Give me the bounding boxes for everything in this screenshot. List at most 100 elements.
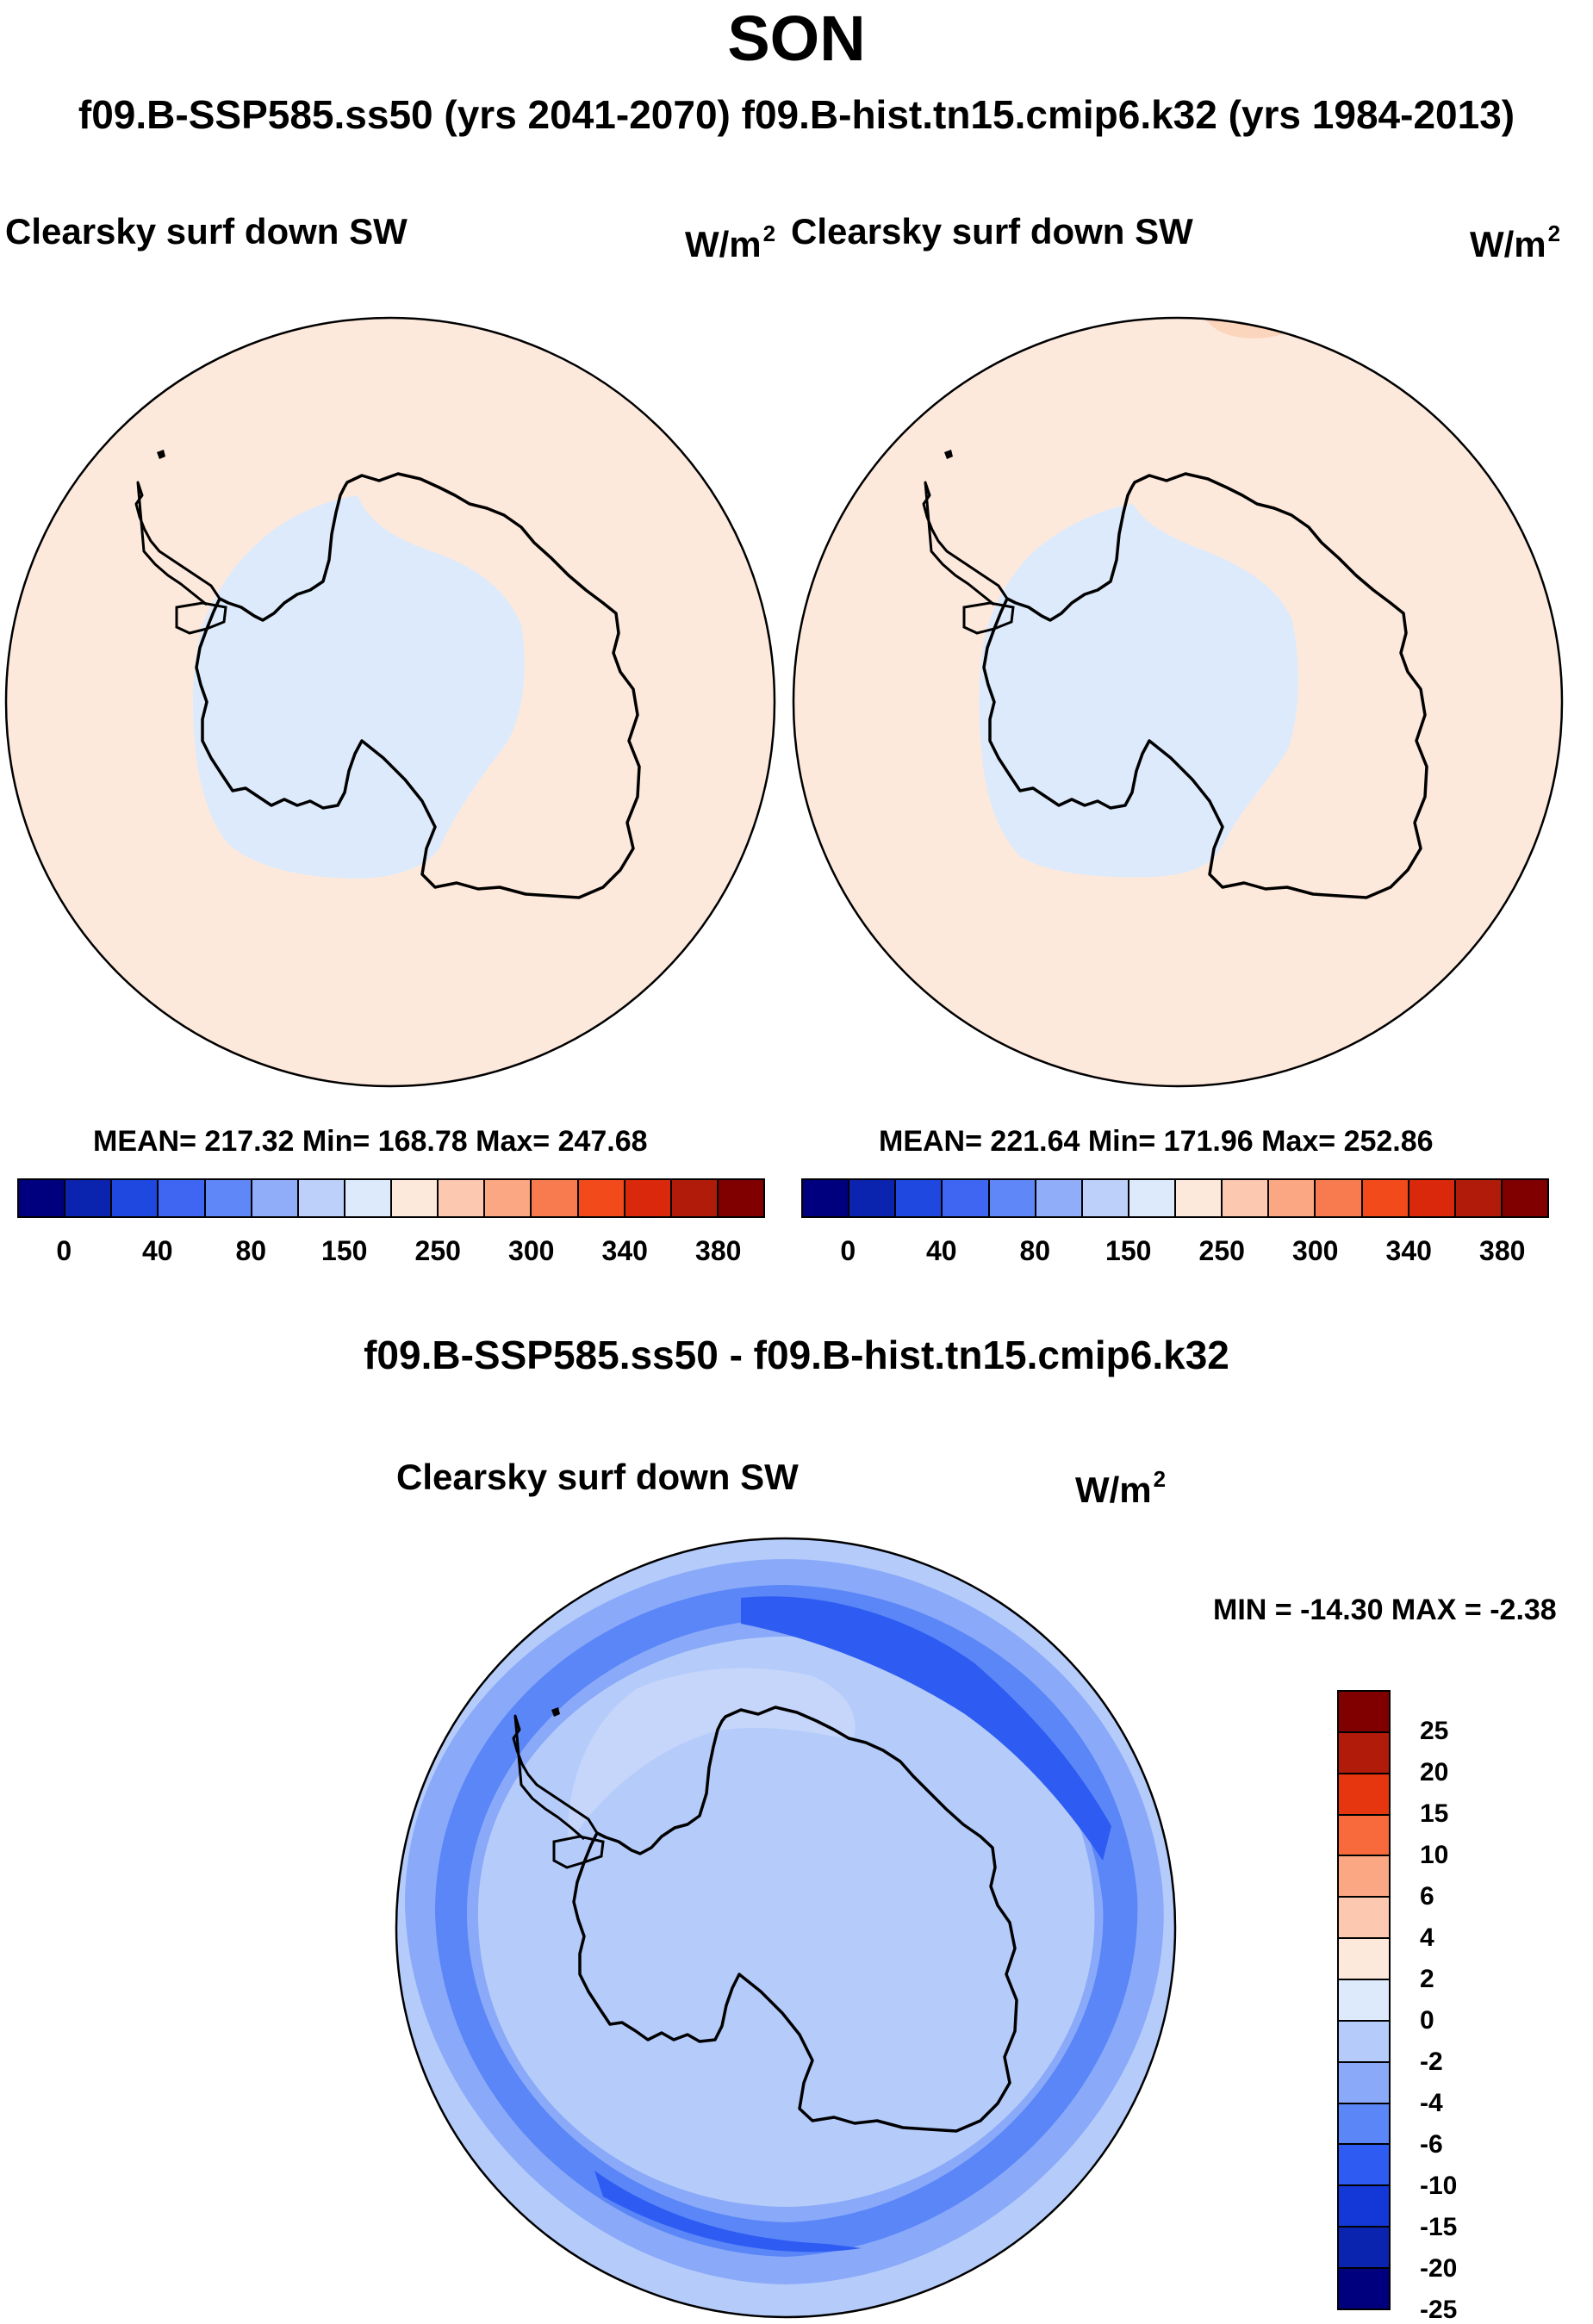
colorbar-swatch xyxy=(1339,2021,1389,2063)
colorbar-swatch xyxy=(1223,1180,1270,1216)
colorbar-swatch xyxy=(1339,1980,1389,2022)
colorbar-tick-label: -15 xyxy=(1420,2213,1458,2241)
colorbar-swatch xyxy=(65,1180,113,1216)
colorbar-swatch xyxy=(1339,1732,1389,1774)
colorbar-tick-label: 80 xyxy=(1019,1235,1051,1266)
colorbar-swatch xyxy=(1339,2062,1389,2104)
colorbar-tick-label: 250 xyxy=(414,1235,461,1266)
page-title: SON xyxy=(727,3,866,74)
colorbar-tick-label: 300 xyxy=(1292,1235,1339,1266)
panel1-colorbar xyxy=(17,1178,765,1218)
colorbar-tick-label: -2 xyxy=(1420,2047,1443,2076)
colorbar-tick-label: 4 xyxy=(1420,1923,1434,1952)
colorbar-tick-label: 380 xyxy=(1479,1235,1526,1266)
colorbar-swatch xyxy=(1339,2269,1389,2308)
panel2-antarctica-coastline xyxy=(982,472,1428,899)
panel1-ice-shelf-coastline xyxy=(175,601,227,635)
panel1-antarctica-coastline xyxy=(195,472,641,899)
colorbar-swatch xyxy=(532,1180,579,1216)
colorbar-tick-label: 15 xyxy=(1420,1799,1449,1828)
colorbar-swatch xyxy=(1082,1180,1129,1216)
difference-darkest-band xyxy=(741,1596,1111,1861)
colorbar-swatch xyxy=(1339,1692,1389,1733)
colorbar-swatch xyxy=(1176,1180,1223,1216)
colorbar-tick-label: 20 xyxy=(1420,1758,1449,1786)
colorbar-tick-label: 0 xyxy=(1420,2006,1434,2035)
colorbar-swatch xyxy=(392,1180,439,1216)
difference-variable-label: Clearsky surf down SW xyxy=(396,1457,799,1497)
colorbar-tick-label: 40 xyxy=(141,1235,173,1266)
colorbar-swatch xyxy=(718,1180,763,1216)
difference-title: f09.B-SSP585.ss50 - f09.B-hist.tn15.cmip… xyxy=(364,1333,1229,1377)
colorbar-tick-label: 340 xyxy=(601,1235,648,1266)
difference-antarctica-coastline xyxy=(572,1706,1018,2133)
colorbar-swatch xyxy=(896,1180,943,1216)
colorbar-swatch xyxy=(943,1180,990,1216)
colorbar-tick-label: 150 xyxy=(321,1235,368,1266)
panel1-peninsula-coastline xyxy=(134,481,221,606)
colorbar-tick-label: 0 xyxy=(56,1235,72,1266)
colorbar-swatch xyxy=(1455,1180,1503,1216)
colorbar-tick-label: 25 xyxy=(1420,1717,1449,1745)
panel1-island xyxy=(157,450,165,459)
colorbar-tick-label: -4 xyxy=(1420,2089,1443,2117)
colorbar-swatch xyxy=(671,1180,719,1216)
colorbar-swatch xyxy=(989,1180,1036,1216)
colorbar-swatch xyxy=(625,1180,672,1216)
difference-island xyxy=(551,1707,560,1717)
colorbar-tick-label: -10 xyxy=(1420,2172,1458,2200)
colorbar-swatch xyxy=(1269,1180,1316,1216)
difference-units-text: W/m xyxy=(1075,1470,1152,1510)
colorbar-swatch xyxy=(849,1180,897,1216)
colorbar-tick-label: 6 xyxy=(1420,1882,1434,1911)
difference-darkest-band-south xyxy=(594,2171,862,2253)
panel2-units-text: W/m xyxy=(1470,224,1546,264)
difference-peninsula-coastline xyxy=(512,1714,599,1841)
colorbar-swatch xyxy=(1316,1180,1363,1216)
colorbar-swatch xyxy=(345,1180,392,1216)
colorbar-swatch xyxy=(1339,2103,1389,2146)
panel1-units: W/m2 xyxy=(685,222,775,263)
colorbar-tick-label: 80 xyxy=(235,1235,267,1266)
colorbar-swatch xyxy=(578,1180,625,1216)
difference-colorbar xyxy=(1337,1690,1391,2310)
difference-units-sup: 2 xyxy=(1153,1466,1167,1492)
colorbar-tick-label: -25 xyxy=(1420,2296,1458,2324)
panel2-stats: MEAN= 221.64 Min= 171.96 Max= 252.86 xyxy=(879,1125,1434,1158)
colorbar-swatch xyxy=(1339,2145,1389,2187)
panel1-units-sup: 2 xyxy=(762,221,776,246)
colorbar-tick-label: -20 xyxy=(1420,2254,1458,2283)
colorbar-swatch xyxy=(298,1180,345,1216)
colorbar-swatch xyxy=(1036,1180,1083,1216)
colorbar-tick-label: -6 xyxy=(1420,2130,1443,2159)
colorbar-swatch xyxy=(1339,1939,1389,1981)
colorbar-tick-label: 250 xyxy=(1198,1235,1245,1266)
difference-map-background xyxy=(396,1538,1175,2317)
colorbar-swatch xyxy=(112,1180,159,1216)
colorbar-tick-label: 10 xyxy=(1420,1841,1449,1869)
panel1-units-text: W/m xyxy=(685,224,762,264)
colorbar-swatch xyxy=(1339,1774,1389,1816)
panel2-colorbar xyxy=(801,1178,1549,1218)
colorbar-swatch xyxy=(1339,1898,1389,1940)
panel2-variable-label: Clearsky surf down SW xyxy=(791,211,1193,252)
colorbar-swatch xyxy=(803,1180,850,1216)
colorbar-swatch xyxy=(1502,1180,1547,1216)
panel1-low-value-region xyxy=(192,495,525,879)
panel1-stats: MEAN= 217.32 Min= 168.78 Max= 247.68 xyxy=(93,1125,648,1158)
colorbar-swatch xyxy=(1362,1180,1409,1216)
panel2-island xyxy=(944,450,953,459)
colorbar-tick-label: 300 xyxy=(508,1235,555,1266)
panel1-variable-label: Clearsky surf down SW xyxy=(5,211,408,252)
colorbar-swatch xyxy=(1339,1856,1389,1898)
panel2-low-value-region xyxy=(979,504,1298,878)
difference-ice-shelf-coastline xyxy=(552,1835,605,1869)
colorbar-swatch xyxy=(1339,1815,1389,1857)
colorbar-swatch xyxy=(205,1180,252,1216)
colorbar-swatch xyxy=(1129,1180,1176,1216)
page-subtitle: f09.B-SSP585.ss50 (yrs 2041-2070) f09.B-… xyxy=(78,92,1515,137)
colorbar-tick-label: 2 xyxy=(1420,1965,1434,1993)
colorbar-swatch xyxy=(252,1180,299,1216)
